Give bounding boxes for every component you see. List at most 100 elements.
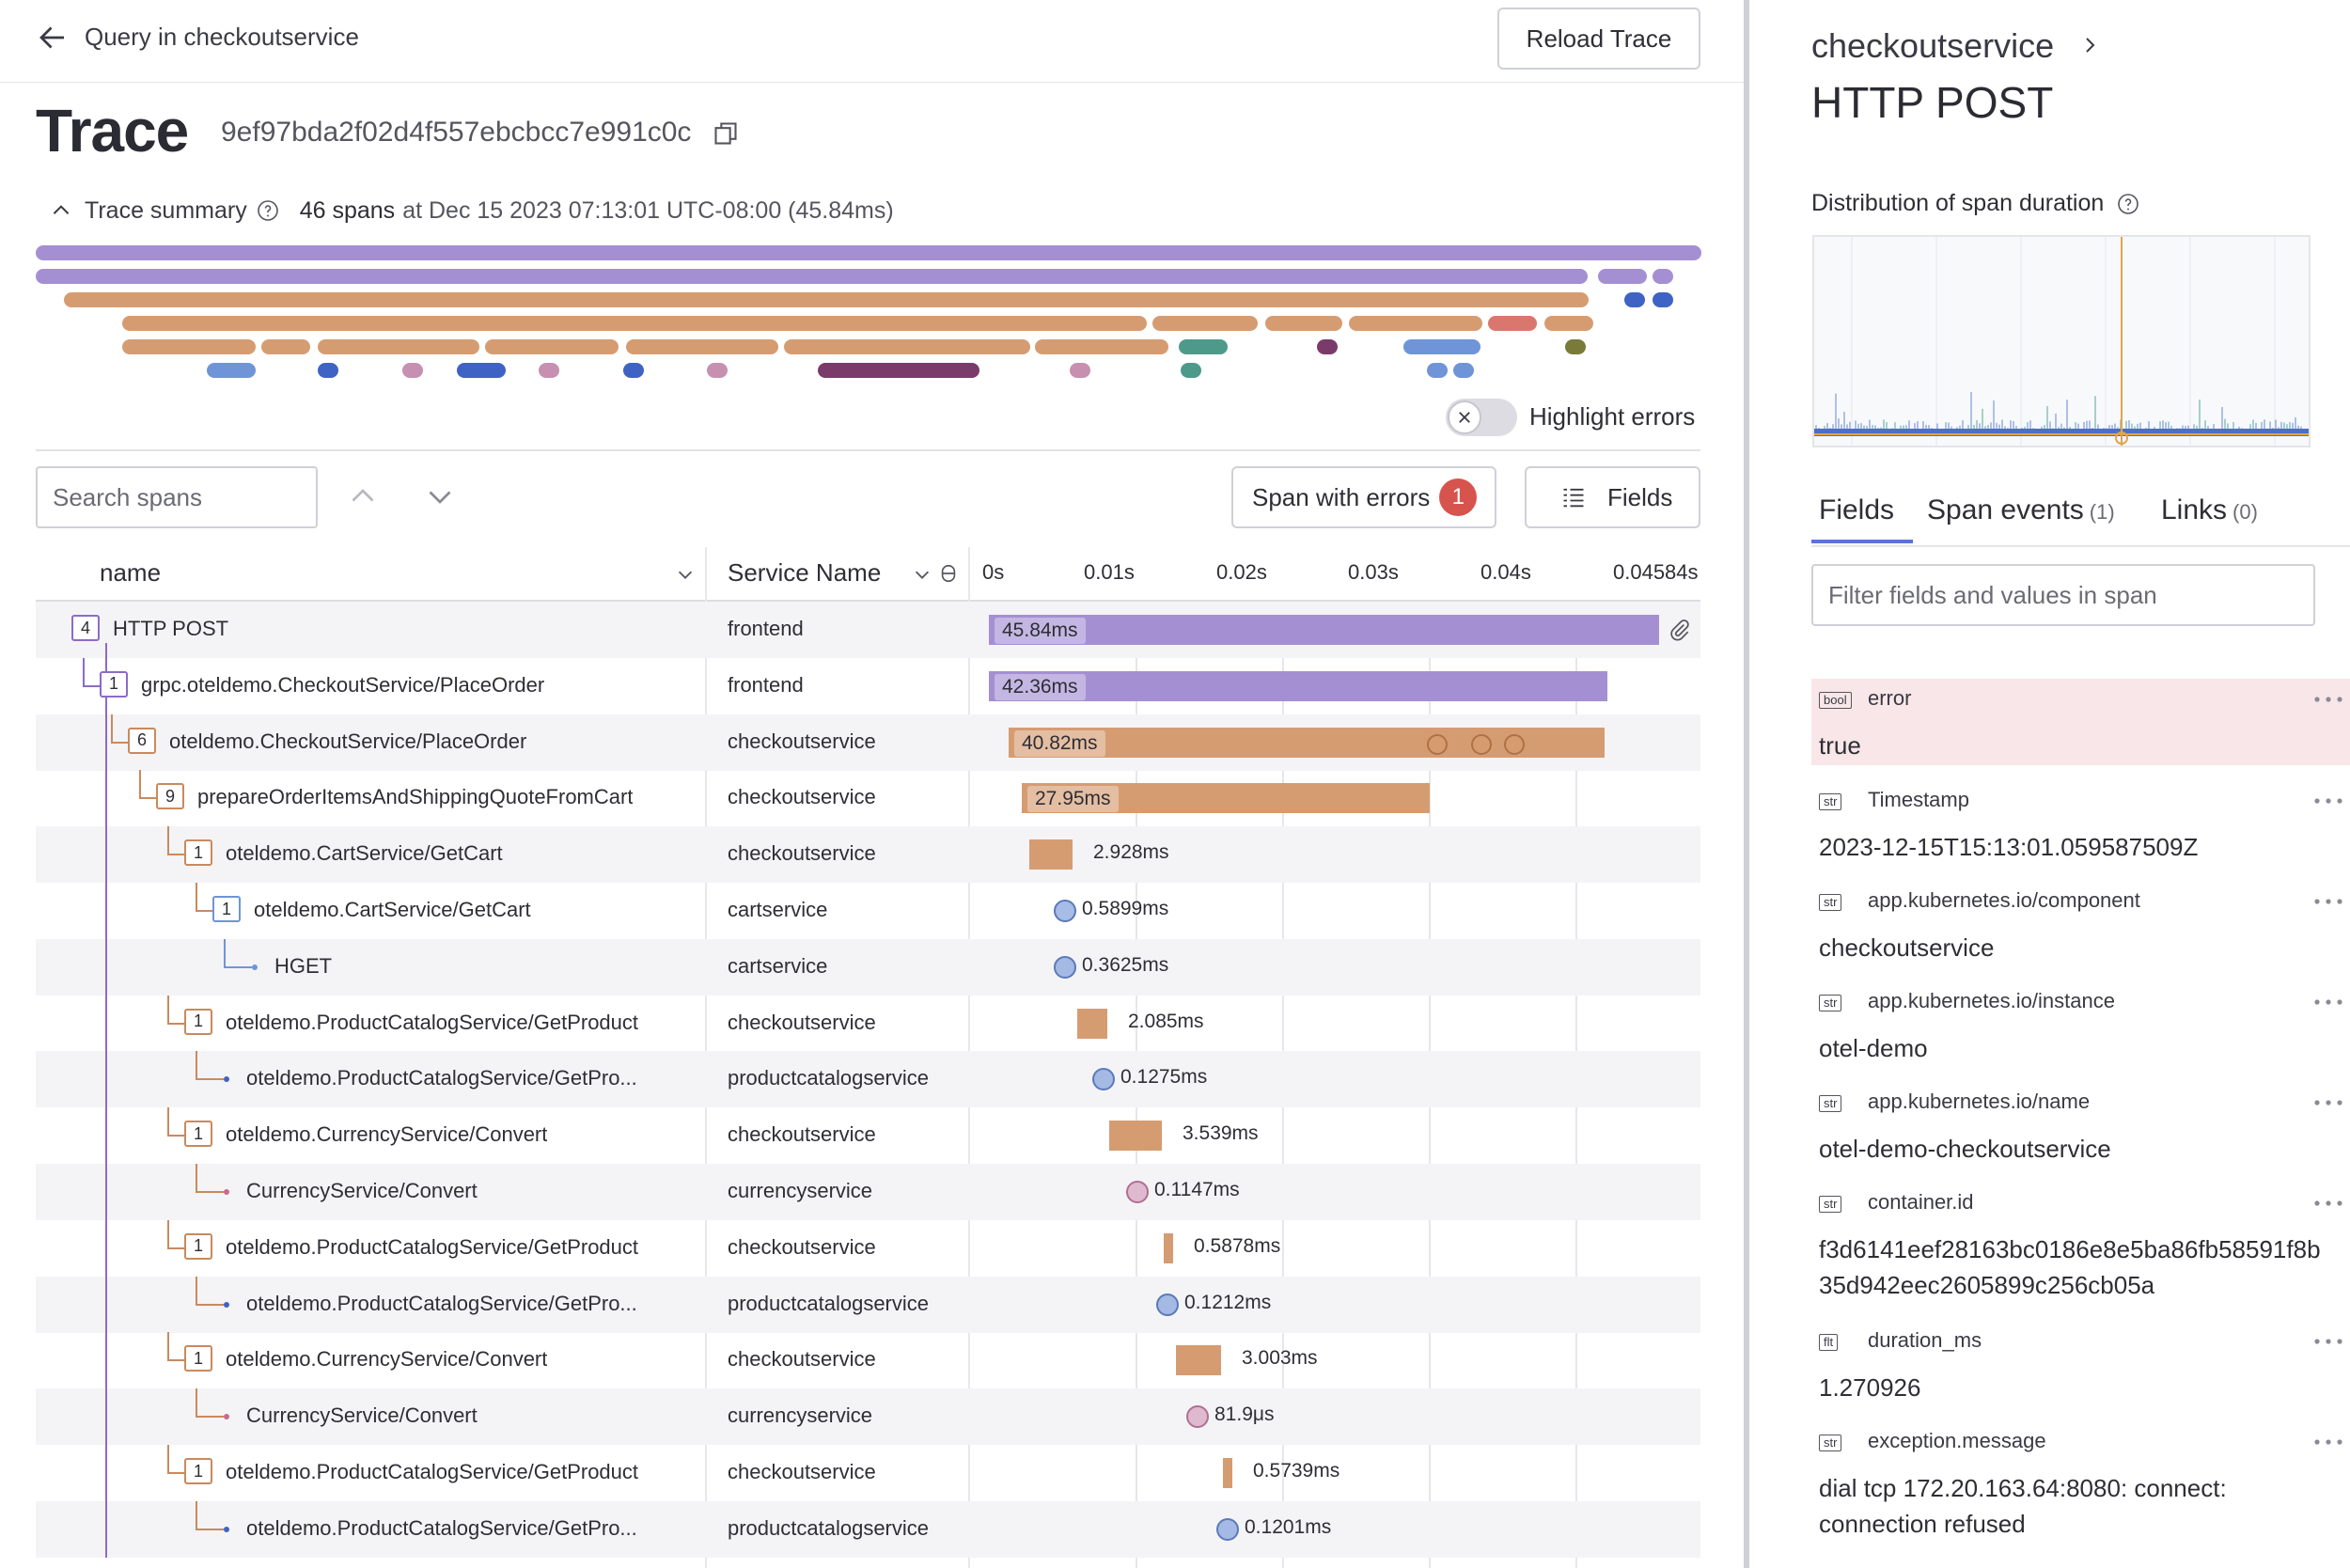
- table-row[interactable]: oteldemo.ProductCatalogService/GetPro...…: [36, 1051, 1700, 1108]
- chevron-up-icon[interactable]: [346, 479, 380, 513]
- back-link[interactable]: Query in checkoutservice: [85, 23, 359, 51]
- span-name[interactable]: oteldemo.CurrencyService/Convert: [226, 1347, 548, 1372]
- more-options-icon[interactable]: [2310, 1332, 2347, 1351]
- span-name[interactable]: oteldemo.ProductCatalogService/GetProduc…: [226, 1010, 639, 1034]
- span-duration-bar[interactable]: 27.95ms: [1022, 783, 1430, 814]
- table-row[interactable]: 1 oteldemo.ProductCatalogService/GetProdu…: [36, 1445, 1700, 1501]
- more-options-icon[interactable]: [2310, 993, 2347, 1011]
- chevron-right-icon[interactable]: [2078, 34, 2101, 56]
- child-count-toggle[interactable]: 1: [184, 839, 212, 867]
- table-row[interactable]: HGET cartservice 0.3625ms: [36, 938, 1700, 996]
- table-row[interactable]: 1 oteldemo.CurrencyService/Convert checkou…: [36, 1107, 1700, 1165]
- arrow-left-icon[interactable]: [36, 21, 70, 55]
- table-row[interactable]: 1 grpc.oteldemo.CheckoutService/PlaceOrde…: [36, 657, 1700, 714]
- help-icon[interactable]: [2117, 193, 2139, 215]
- chevron-down-icon[interactable]: [912, 564, 932, 585]
- span-name[interactable]: oteldemo.ProductCatalogService/GetProduc…: [226, 1460, 639, 1483]
- trace-summary-toggle[interactable]: Trace summary 46 spans at Dec 15 2023 07…: [49, 192, 894, 229]
- span-event-marker[interactable]: [1504, 733, 1525, 755]
- table-row[interactable]: oteldemo.ProductCatalogService/GetPro...…: [36, 1276, 1700, 1333]
- detail-service-name[interactable]: checkoutservice: [1811, 26, 2055, 65]
- table-row[interactable]: 1 oteldemo.ProductCatalogService/GetProdu…: [36, 1219, 1700, 1277]
- more-options-icon[interactable]: [2310, 1433, 2347, 1451]
- fields-button[interactable]: Fields: [1525, 466, 1700, 528]
- span-duration-bar[interactable]: [1029, 839, 1073, 870]
- child-count-toggle[interactable]: 4: [71, 615, 100, 641]
- chevron-down-icon[interactable]: [675, 564, 696, 585]
- child-count-toggle[interactable]: 1: [100, 670, 128, 698]
- span-name[interactable]: HGET: [274, 953, 333, 978]
- span-duration-bar[interactable]: [1109, 1121, 1162, 1152]
- table-row[interactable]: 9 prepareOrderItemsAndShippingQuoteFromCa…: [36, 770, 1700, 827]
- span-name[interactable]: oteldemo.ProductCatalogService/GetPro...: [246, 1515, 637, 1540]
- span-duration-marker[interactable]: [1092, 1068, 1115, 1091]
- field-row[interactable]: str app.kubernetes.io/instance otel-demo: [1811, 981, 2350, 1075]
- child-count-toggle[interactable]: 6: [128, 727, 156, 754]
- table-row[interactable]: 1 oteldemo.CartService/GetCart checkoutser…: [36, 826, 1700, 884]
- span-name[interactable]: oteldemo.ProductCatalogService/GetPro...: [246, 1291, 637, 1315]
- child-count-toggle[interactable]: 1: [212, 896, 241, 922]
- span-name[interactable]: oteldemo.CartService/GetCart: [226, 841, 503, 866]
- span-duration-bar[interactable]: [1176, 1345, 1221, 1376]
- table-row[interactable]: oteldemo.ProductCatalogService/GetPro...…: [36, 1500, 1700, 1558]
- span-duration-marker[interactable]: [1054, 955, 1076, 979]
- field-row[interactable]: flt duration_ms 1.270926: [1811, 1321, 2350, 1415]
- span-name[interactable]: CurrencyService/Convert: [246, 1403, 478, 1428]
- span-event-marker[interactable]: [1471, 733, 1492, 755]
- span-name[interactable]: HTTP POST: [113, 617, 229, 640]
- child-count-toggle[interactable]: 9: [156, 783, 184, 810]
- field-row[interactable]: bool error true: [1811, 679, 2350, 765]
- highlight-errors-toggle[interactable]: [1446, 399, 1517, 436]
- tab-links[interactable]: Links (0): [2161, 494, 2258, 526]
- field-row[interactable]: str Timestamp 2023-12-15T15:13:01.05958750…: [1811, 780, 2350, 874]
- reload-trace-button[interactable]: Reload Trace: [1497, 8, 1700, 70]
- span-name[interactable]: oteldemo.ProductCatalogService/GetProduc…: [226, 1234, 639, 1259]
- span-name[interactable]: oteldemo.ProductCatalogService/GetPro...: [246, 1066, 637, 1090]
- table-row[interactable]: CurrencyService/Convert currencyservice 81…: [36, 1388, 1700, 1446]
- span-name[interactable]: oteldemo.CurrencyService/Convert: [226, 1122, 548, 1147]
- duration-histogram[interactable]: [1812, 235, 2311, 447]
- span-name[interactable]: prepareOrderItemsAndShippingQuoteFromCar…: [197, 785, 634, 809]
- field-row[interactable]: str app.kubernetes.io/name otel-demo-check…: [1811, 1082, 2350, 1176]
- child-count-toggle[interactable]: 1: [184, 1121, 212, 1148]
- field-row[interactable]: str container.id f3d6141eef28163bc0186e8e5…: [1811, 1183, 2350, 1314]
- child-count-toggle[interactable]: 1: [184, 1458, 212, 1484]
- more-options-icon[interactable]: [2310, 892, 2347, 911]
- child-count-toggle[interactable]: 1: [184, 1008, 212, 1035]
- span-duration-bar[interactable]: [1164, 1232, 1173, 1263]
- child-count-toggle[interactable]: 1: [184, 1232, 212, 1260]
- span-event-marker[interactable]: [1427, 733, 1448, 755]
- span-duration-marker[interactable]: [1186, 1405, 1209, 1429]
- span-name[interactable]: oteldemo.CartService/GetCart: [254, 898, 531, 921]
- pane-resize-handle[interactable]: [1744, 0, 1749, 1568]
- field-row[interactable]: str app.kubernetes.io/component checkoutse…: [1811, 881, 2350, 975]
- more-options-icon[interactable]: [2310, 792, 2347, 810]
- more-options-icon[interactable]: [2310, 1194, 2347, 1213]
- search-spans-input[interactable]: Search spans: [36, 466, 318, 528]
- help-icon[interactable]: [257, 199, 279, 222]
- table-row[interactable]: 1 oteldemo.CartService/GetCart cartservice…: [36, 883, 1700, 939]
- span-duration-bar[interactable]: [1223, 1458, 1232, 1488]
- span-name[interactable]: grpc.oteldemo.CheckoutService/PlaceOrder: [141, 672, 545, 697]
- span-duration-bar[interactable]: 45.84ms: [989, 615, 1659, 645]
- table-row[interactable]: CurrencyService/Convert currencyservice 0.…: [36, 1164, 1700, 1220]
- copy-icon[interactable]: [713, 120, 739, 147]
- span-duration-marker[interactable]: [1054, 900, 1076, 922]
- span-name[interactable]: oteldemo.CheckoutService/PlaceOrder: [169, 729, 527, 753]
- column-name-header[interactable]: name: [100, 558, 162, 587]
- table-row[interactable]: 1 oteldemo.ProductCatalogService/GetProdu…: [36, 995, 1700, 1052]
- table-row[interactable]: 1 oteldemo.CurrencyService/Convert checkou…: [36, 1332, 1700, 1389]
- table-row[interactable]: 6 oteldemo.CheckoutService/PlaceOrder chec…: [36, 713, 1700, 771]
- span-duration-marker[interactable]: [1156, 1293, 1179, 1316]
- tab-span-events[interactable]: Span events (1): [1927, 494, 2115, 526]
- span-duration-marker[interactable]: [1216, 1517, 1239, 1541]
- column-service-header[interactable]: Service Name: [728, 558, 882, 587]
- more-options-icon[interactable]: [2310, 690, 2347, 709]
- span-duration-marker[interactable]: [1126, 1181, 1149, 1203]
- trace-minimap[interactable]: [36, 243, 1709, 384]
- paperclip-icon[interactable]: [1668, 617, 1692, 643]
- drop-icon[interactable]: [938, 562, 959, 585]
- field-row[interactable]: str exception.message dial tcp 172.20.163.…: [1811, 1421, 2350, 1544]
- more-options-icon[interactable]: [2310, 1093, 2347, 1112]
- filter-fields-input[interactable]: Filter fields and values in span: [1811, 564, 2315, 626]
